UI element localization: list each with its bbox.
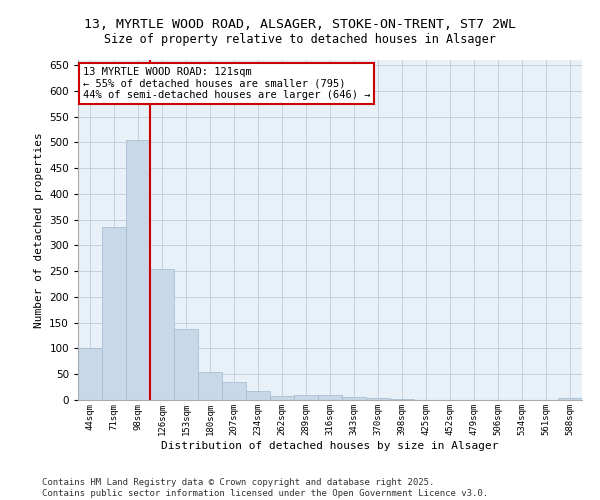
Bar: [78, 348, 102, 400]
Bar: [366, 398, 390, 400]
Bar: [558, 398, 582, 400]
X-axis label: Distribution of detached houses by size in Alsager: Distribution of detached houses by size …: [161, 440, 499, 450]
Bar: [318, 395, 342, 400]
Bar: [246, 390, 270, 400]
Bar: [270, 396, 294, 400]
Bar: [342, 398, 366, 400]
Text: Contains HM Land Registry data © Crown copyright and database right 2025.
Contai: Contains HM Land Registry data © Crown c…: [42, 478, 488, 498]
Bar: [294, 395, 318, 400]
Bar: [102, 228, 126, 400]
Y-axis label: Number of detached properties: Number of detached properties: [34, 132, 44, 328]
Bar: [150, 268, 174, 400]
Bar: [390, 399, 414, 400]
Bar: [198, 372, 222, 400]
Text: 13, MYRTLE WOOD ROAD, ALSAGER, STOKE-ON-TRENT, ST7 2WL: 13, MYRTLE WOOD ROAD, ALSAGER, STOKE-ON-…: [84, 18, 516, 30]
Text: Size of property relative to detached houses in Alsager: Size of property relative to detached ho…: [104, 32, 496, 46]
Bar: [222, 382, 246, 400]
Bar: [174, 330, 198, 400]
Bar: [126, 140, 150, 400]
Text: 13 MYRTLE WOOD ROAD: 121sqm
← 55% of detached houses are smaller (795)
44% of se: 13 MYRTLE WOOD ROAD: 121sqm ← 55% of det…: [83, 67, 371, 100]
